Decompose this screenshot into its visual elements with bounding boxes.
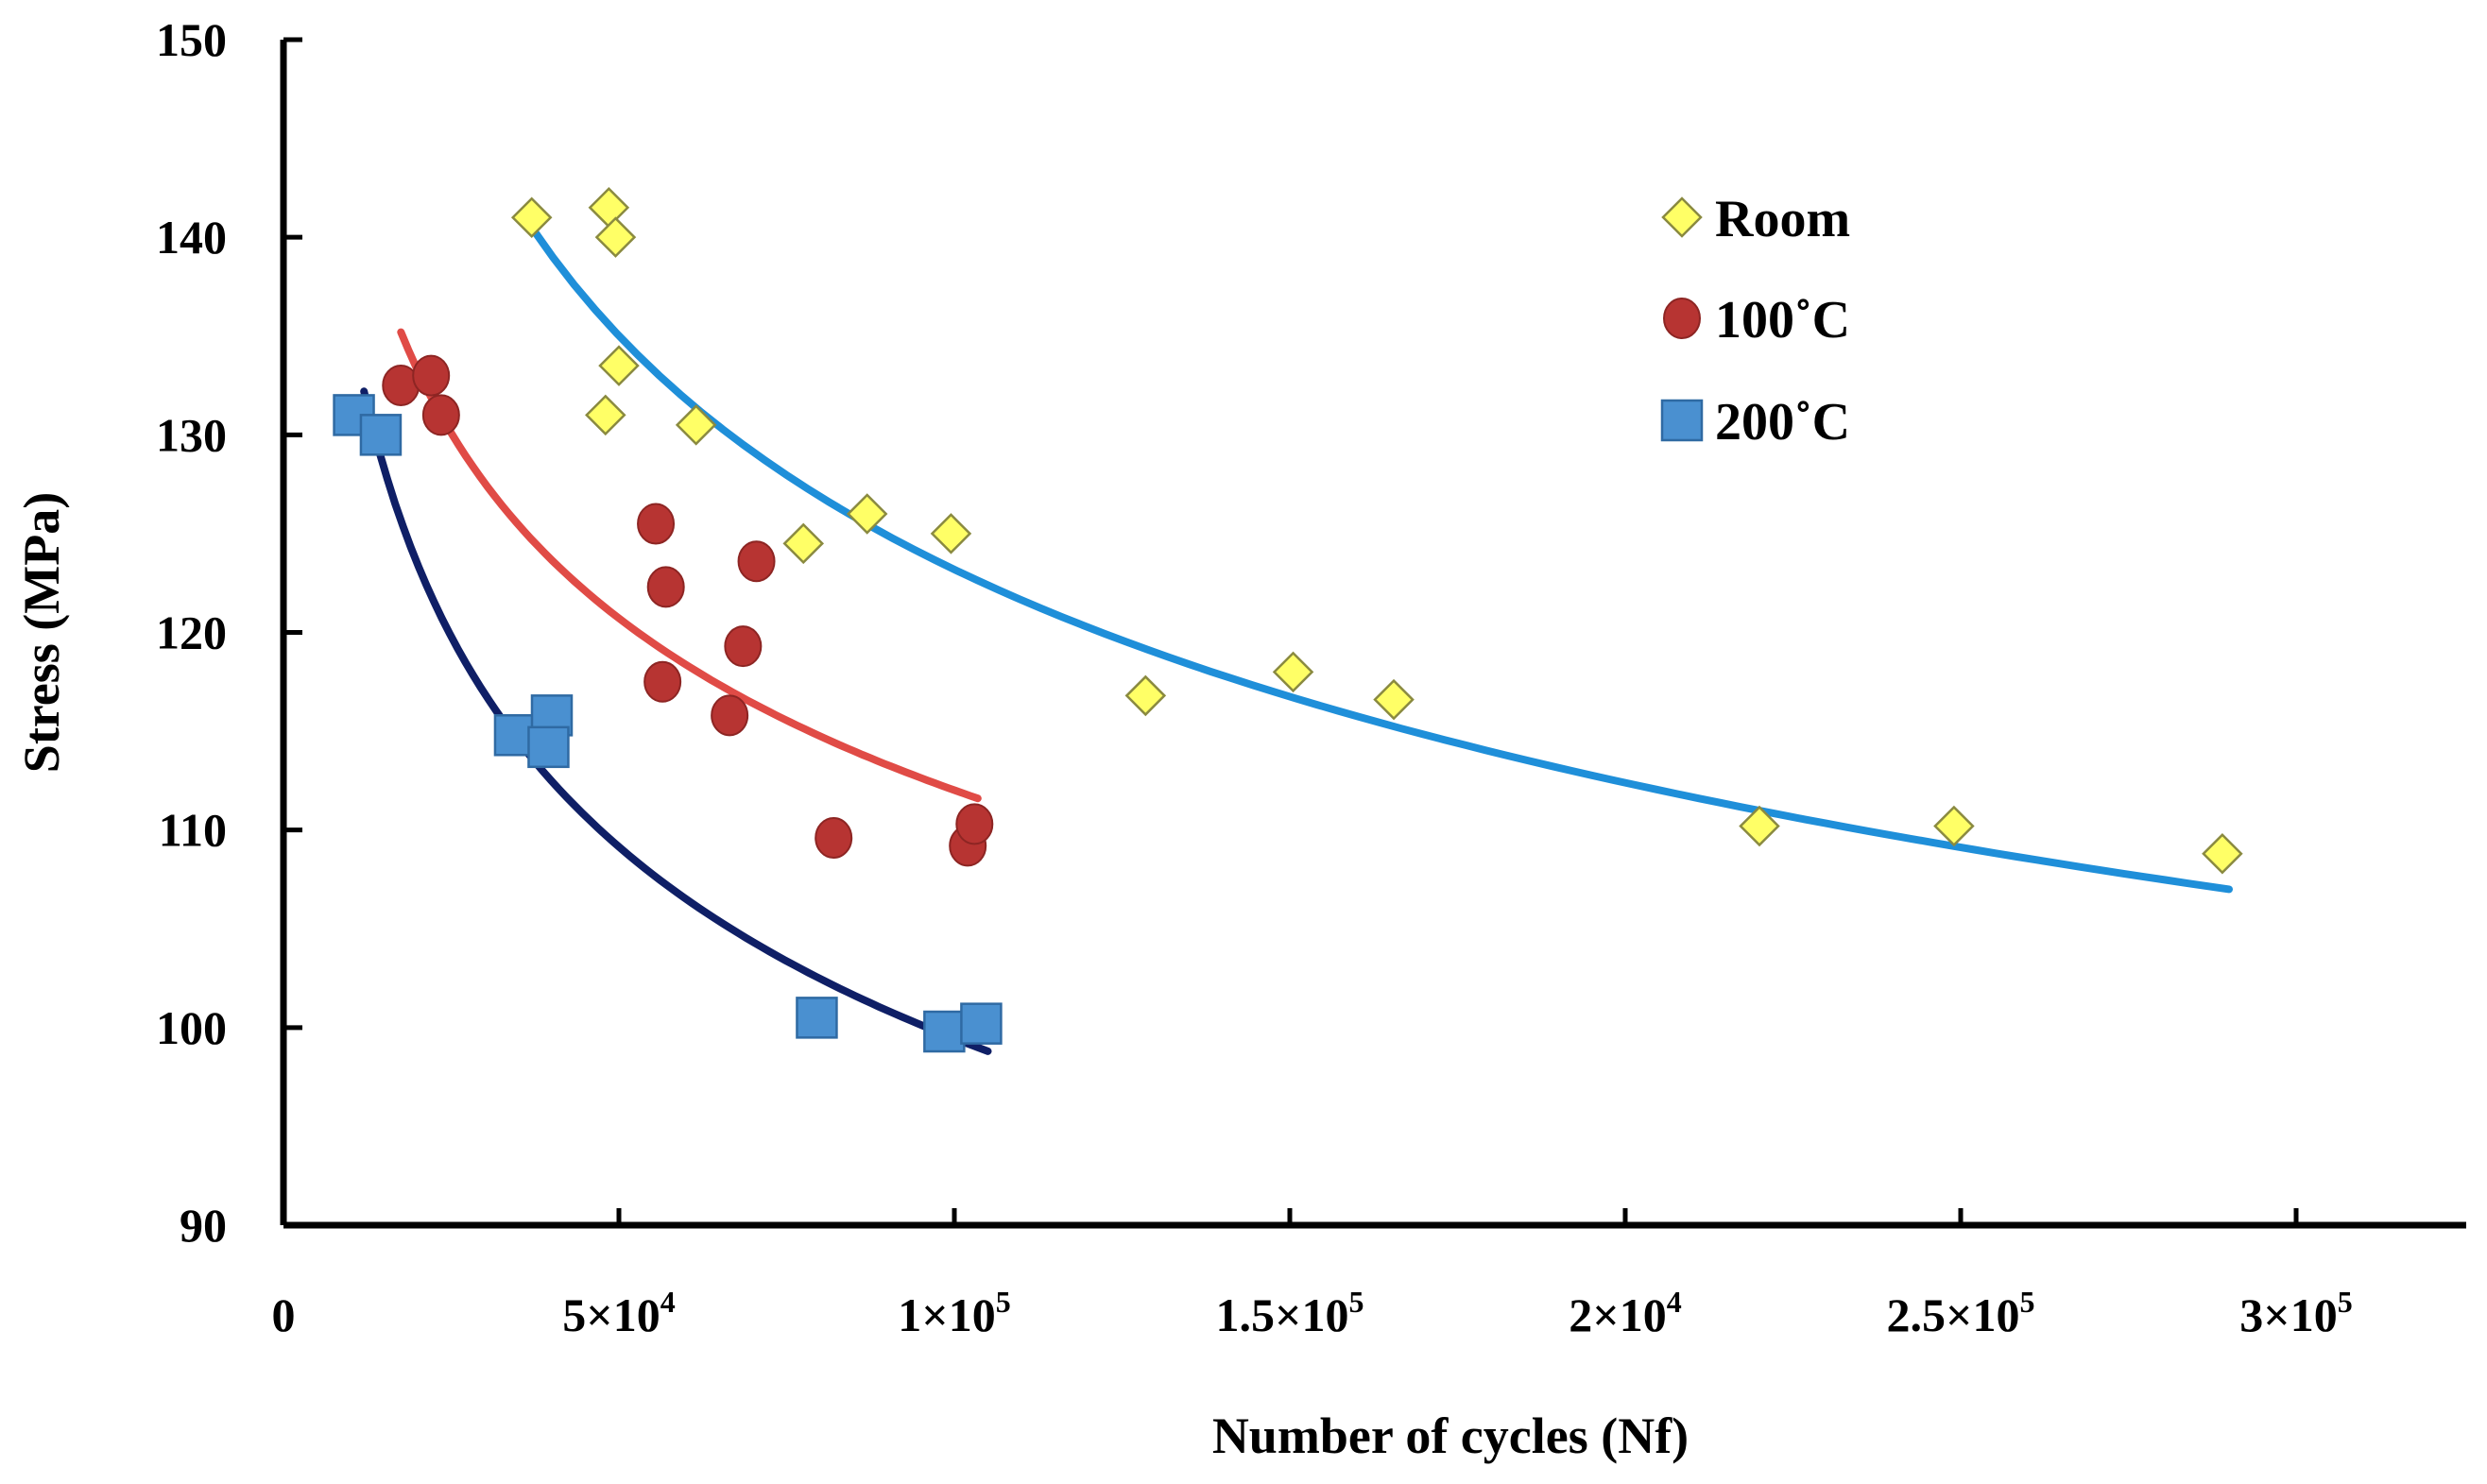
data-point-0 <box>585 394 626 436</box>
y-tick-label: 120 <box>156 606 227 659</box>
y-tick-label: 110 <box>159 804 227 857</box>
legend-marker <box>1661 196 1703 238</box>
data-point-0 <box>1739 805 1780 847</box>
data-point-2 <box>923 1010 966 1053</box>
y-tick-label: 130 <box>156 408 227 461</box>
data-point-1 <box>955 803 994 845</box>
data-point-1 <box>724 625 763 668</box>
x-tick-label: 1.5×105 <box>1216 1285 1364 1341</box>
data-point-0 <box>1272 651 1314 693</box>
data-point-0 <box>2202 832 2243 875</box>
legend-label: 100˚C <box>1715 291 1850 350</box>
data-point-2 <box>960 1002 1003 1045</box>
trend-line-1 <box>397 328 982 803</box>
data-point-1 <box>412 354 451 397</box>
legend-label: 200˚C <box>1715 393 1850 452</box>
data-point-1 <box>815 817 853 860</box>
data-point-2 <box>359 414 403 456</box>
data-point-0 <box>1373 678 1415 721</box>
y-tick-label: 140 <box>156 211 227 264</box>
data-point-0 <box>782 522 825 565</box>
data-point-2 <box>796 997 838 1039</box>
y-tick-label: 90 <box>180 1199 227 1252</box>
x-tick-label: 5×104 <box>562 1285 676 1341</box>
trend-line-2 <box>360 387 992 1055</box>
data-point-0 <box>588 187 630 229</box>
trend-lines <box>360 223 2233 1055</box>
data-point-1 <box>711 694 749 737</box>
data-point-0 <box>1933 805 1975 847</box>
data-point-1 <box>421 394 460 436</box>
data-point-2 <box>527 725 570 769</box>
data-point-1 <box>737 540 776 583</box>
x-tick-label: 3×105 <box>2239 1285 2353 1341</box>
data-point-0 <box>846 493 888 535</box>
legend-marker <box>1660 399 1704 442</box>
x-axis-title: Number of cycles (Nf) <box>1212 1407 1689 1464</box>
data-point-1 <box>637 503 676 545</box>
x-tick-label: 0 <box>272 1288 296 1341</box>
y-axis-title: Stress (MPa) <box>13 492 70 773</box>
y-tick-label: 150 <box>156 13 227 66</box>
data-point-1 <box>646 566 685 608</box>
x-tick-label: 1×105 <box>898 1285 1011 1341</box>
plot-area <box>333 187 2243 1055</box>
x-axis-ticks: 0 5×104 1×105 1.5×105 2×104 2.5×105 3×105 <box>272 1208 2353 1341</box>
y-tick-label: 100 <box>156 1001 227 1054</box>
trend-line-0 <box>527 223 2233 894</box>
legend-marker <box>1663 298 1701 339</box>
x-tick-label: 2×104 <box>1569 1285 1682 1341</box>
legend: Room 100˚C 200˚C <box>1660 190 1850 452</box>
data-point-0 <box>1124 674 1167 717</box>
data-point-0 <box>594 216 637 258</box>
data-points <box>333 187 2243 1053</box>
legend-label: Room <box>1715 190 1850 248</box>
y-axis-ticks: 90 100 110 120 130 140 150 <box>156 13 302 1252</box>
data-point-0 <box>930 513 972 554</box>
data-point-1 <box>643 660 682 703</box>
data-point-0 <box>598 345 640 386</box>
data-point-0 <box>675 404 717 446</box>
data-point-0 <box>510 196 553 239</box>
x-tick-label: 2.5×105 <box>1887 1285 2035 1341</box>
